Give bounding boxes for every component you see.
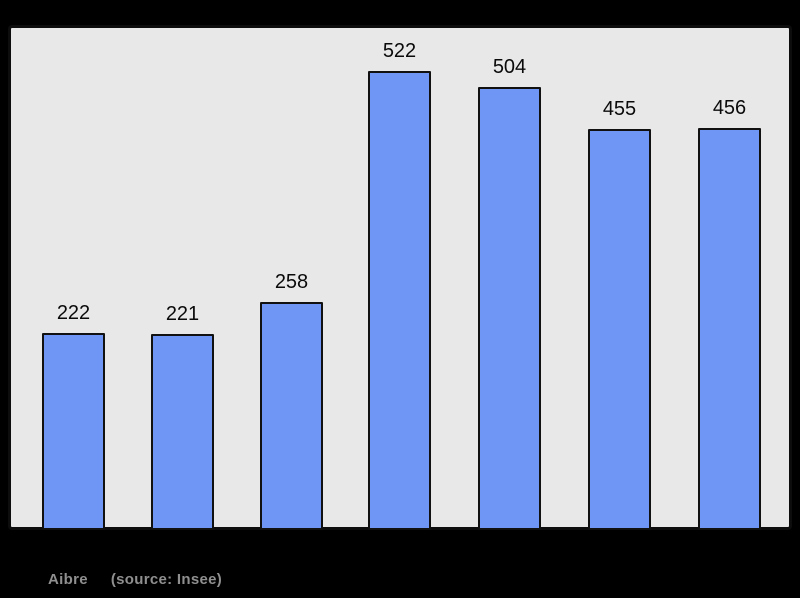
bar <box>368 71 431 530</box>
bar <box>588 129 651 530</box>
bar <box>260 302 323 530</box>
bar-value-label: 455 <box>602 98 637 120</box>
bar <box>698 128 761 530</box>
bar <box>42 333 105 530</box>
bar <box>151 334 214 530</box>
bar-value-label: 522 <box>382 40 417 62</box>
bar-value-label: 456 <box>712 97 747 119</box>
bar <box>478 87 541 530</box>
bar-value-label: 258 <box>274 271 309 293</box>
caption-source: (source: Insee) <box>110 571 223 588</box>
bar-value-label: 504 <box>492 56 527 78</box>
chart-caption: Aibre (source: Insee) <box>48 570 222 590</box>
bar-value-label: 221 <box>165 303 200 325</box>
bar-value-label: 222 <box>56 302 91 324</box>
caption-commune-name: Aibre <box>48 571 88 588</box>
